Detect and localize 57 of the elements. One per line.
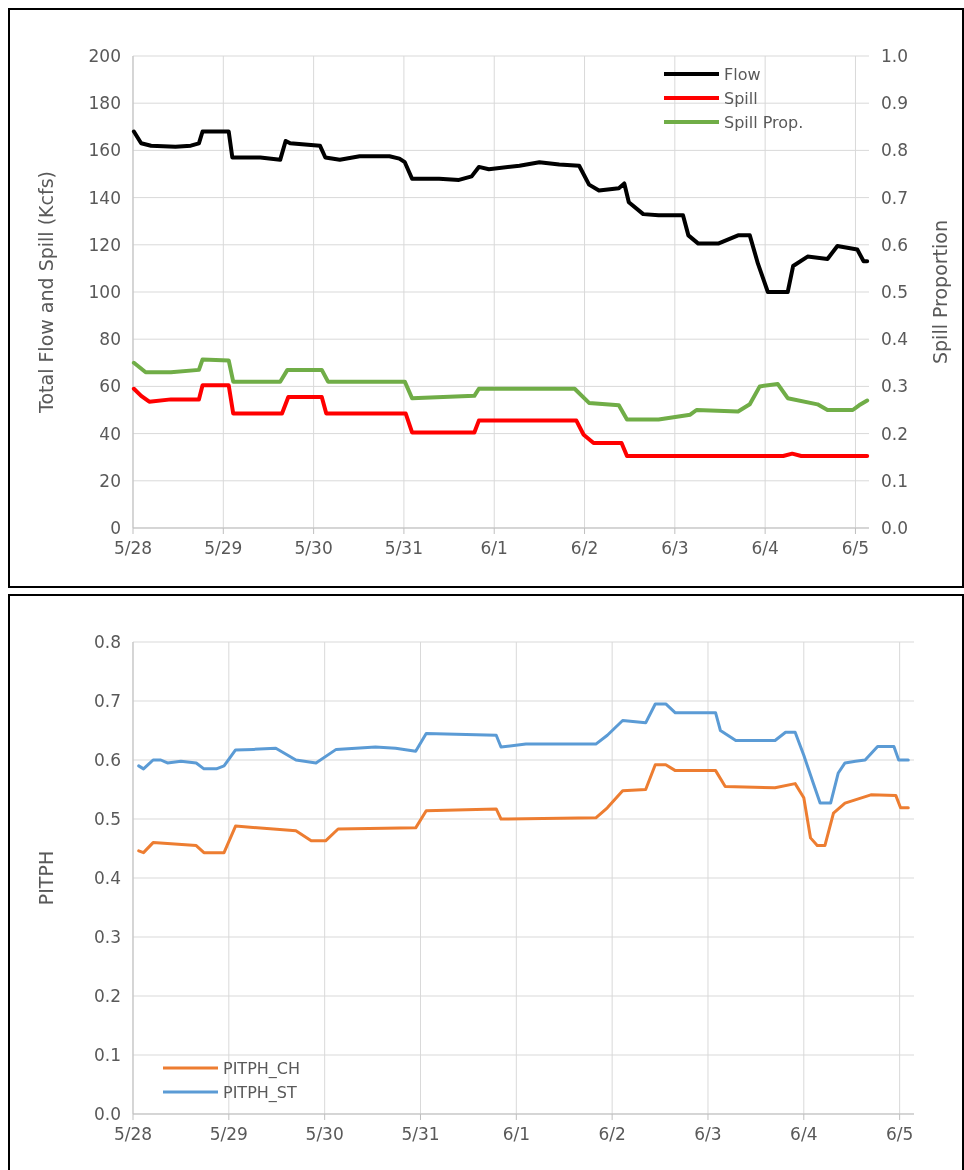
legend-label: Spill Prop. [724,112,804,132]
x-tick-label: 5/31 [384,538,424,558]
y-tick-label: 0.2 [93,985,121,1006]
y-tick-label: 0.3 [93,926,121,947]
y2-tick-label: 1.0 [881,45,909,66]
legend-label: PITPH_ST [223,1082,297,1103]
y-tick-label: 20 [99,470,121,491]
y2-tick-label: 0.6 [881,234,909,255]
y-tick-label: 0.5 [93,808,121,829]
x-tick-label: 6/1 [502,1124,530,1144]
y-tick-label: 60 [99,376,121,397]
x-tick-label: 6/4 [790,1124,818,1144]
x-tick-label: 6/2 [598,1124,626,1144]
x-tick-label: 5/30 [294,538,333,558]
y-tick-label: 0.1 [93,1044,121,1065]
x-tick-label: 6/2 [570,538,599,558]
y2-tick-label: 0.0 [881,517,909,538]
y2-tick-label: 0.2 [881,423,909,444]
x-tick-label: 6/3 [661,538,689,558]
y2-tick-label: 0.3 [881,376,909,397]
x-tick-label: 5/29 [204,538,243,558]
x-tick-label: 5/28 [113,538,153,558]
y-tick-label: 100 [88,281,121,302]
y-tick-label: 40 [99,423,121,444]
legend-label: Flow [724,64,761,84]
y-tick-label: 180 [88,93,121,114]
legend-label: Spill [724,88,758,108]
y2-tick-label: 0.4 [881,329,909,350]
y-tick-label: 80 [99,329,121,350]
x-tick-label: 6/5 [885,1124,914,1144]
y-tick-label: 0 [110,517,121,538]
y2-tick-label: 0.8 [881,140,909,161]
x-tick-label: 5/31 [401,1124,440,1144]
y-tick-label: 0.6 [93,749,121,770]
y2-axis-title: Spill Proportion [929,219,951,365]
x-tick-label: 5/28 [113,1124,153,1144]
y-tick-label: 0.8 [93,631,121,652]
x-tick-label: 6/3 [694,1124,722,1144]
y-axis-title: PITPH [35,850,57,906]
x-tick-label: 6/4 [751,538,779,558]
y2-tick-label: 0.7 [881,187,909,208]
y-axis-title: Total Flow and Spill (Kcfs) [35,171,57,414]
x-tick-label: 5/29 [209,1124,248,1144]
y-tick-label: 0.0 [93,1103,121,1124]
y2-tick-label: 0.5 [881,281,909,302]
y-tick-label: 200 [88,45,121,66]
y2-tick-label: 0.9 [881,93,909,114]
legend-label: PITPH_CH [223,1058,301,1079]
y-tick-label: 0.7 [93,690,121,711]
y2-tick-label: 0.1 [881,470,909,491]
x-tick-label: 6/1 [480,538,508,558]
y-tick-label: 120 [88,234,121,255]
y-tick-label: 160 [88,140,121,161]
x-tick-label: 6/5 [841,538,870,558]
y-tick-label: 0.4 [93,867,121,888]
y-tick-label: 140 [88,187,121,208]
x-tick-label: 5/30 [305,1124,344,1144]
